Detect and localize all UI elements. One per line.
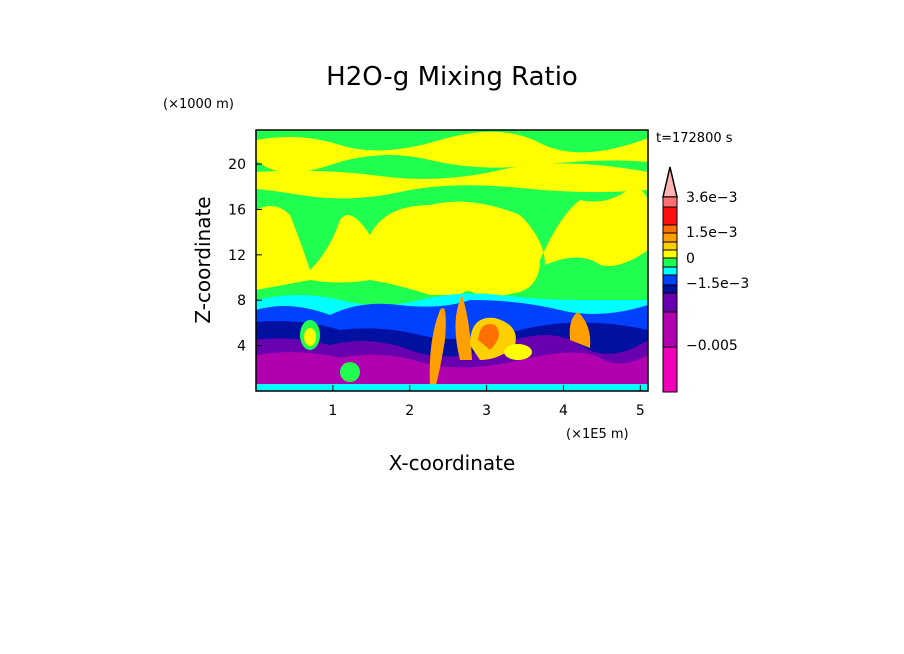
time-label: t=172800 s [656,131,733,146]
plume [569,312,591,348]
colorbar-label: −0.005 [686,338,738,354]
chart-title: H2O-g Mixing Ratio [326,62,578,92]
x-tick-label: 1 [328,403,337,419]
colorbar-label: −1.5e−3 [686,276,749,292]
y-unit-label: (×1000 m) [163,97,234,112]
colorbar-segment [662,196,678,208]
colorbar-segment [662,311,678,348]
plot-frame [255,129,649,392]
contour-field [256,130,648,391]
plume [455,295,472,360]
x-tick-label: 4 [559,403,568,419]
y-tick-label: 4 [237,339,246,355]
colorbar-segment [662,346,678,393]
y-tick-label: 20 [228,157,246,173]
y-axis: 4 8 12 16 20 [228,157,262,355]
colorbar-segment [662,241,678,251]
colorbar-segment [662,274,678,286]
colorbar-extend-arrow [662,166,678,198]
contour-band [256,131,648,173]
colorbar-label: 1.5e−3 [686,225,738,241]
x-tick-label: 2 [405,403,414,419]
x-tick-label: 5 [636,403,645,419]
surface-layer [256,384,648,391]
colorbar-segment [662,249,678,259]
contour-blob [504,344,532,360]
contour-band [256,163,648,199]
colorbar: 3.6e−3 1.5e−3 0 −1.5e−3 −0.005 [662,166,749,393]
contour-blob [340,362,360,382]
y-tick-label: 8 [237,293,246,309]
colorbar-segment [662,257,678,268]
y-tick-label: 12 [228,248,246,264]
x-unit-label: (×1E5 m) [566,427,629,442]
x-axis: 1 2 3 4 5 [328,385,645,419]
colorbar-segment [662,232,678,243]
contour-anvil [256,188,648,300]
colorbar-label: 3.6e−3 [686,190,738,206]
y-axis-label: Z-coordinate [191,196,215,323]
colorbar-label: 0 [686,251,695,267]
y-tick-label: 16 [228,202,246,218]
colorbar-segment [662,224,678,234]
plume-core [478,324,499,350]
plume [429,308,446,385]
x-axis-label: X-coordinate [389,451,516,475]
colorbar-segment [662,206,678,226]
colorbar-segment [662,284,678,294]
contour-blob [304,328,316,346]
colorbar-segment [662,292,678,313]
colorbar-segment [662,266,678,276]
x-tick-label: 3 [482,403,491,419]
